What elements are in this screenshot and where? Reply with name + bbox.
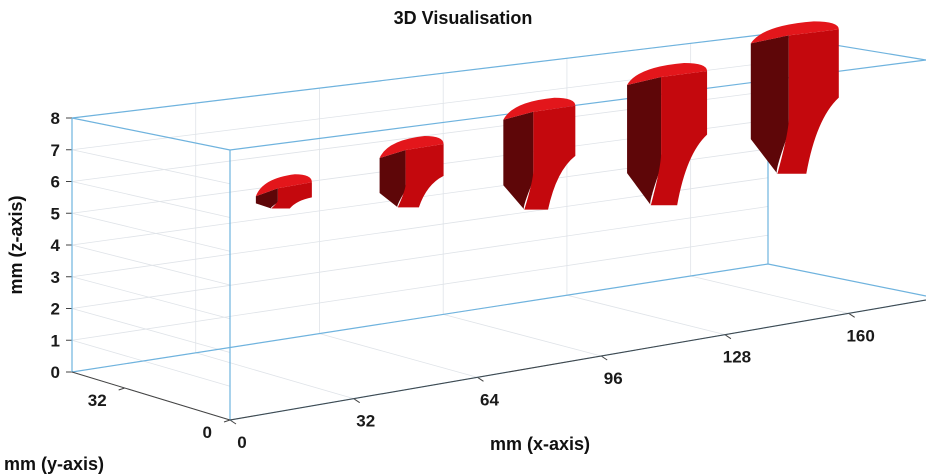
volume-object-front <box>650 70 708 206</box>
z-tick-label: 2 <box>51 300 60 319</box>
volume-object-top <box>379 136 444 158</box>
volume-object-side <box>627 76 662 206</box>
volume-object-side <box>379 150 406 208</box>
axis-layer <box>71 299 926 421</box>
z-tick-label: 3 <box>51 268 60 287</box>
grid-line-z <box>71 308 231 353</box>
x-tick-mark <box>229 419 237 425</box>
grid-line-z <box>71 339 231 387</box>
grid-line-z <box>71 212 231 252</box>
x-tick-mark <box>724 334 732 340</box>
box-back-bottom <box>71 263 926 373</box>
y-tick-mark <box>118 387 125 391</box>
z-tick-label: 6 <box>51 173 60 192</box>
volume-object-top <box>255 174 312 197</box>
x-tick-mark <box>477 376 484 382</box>
grid-line-x-floor <box>319 333 478 378</box>
y-tick-label: 32 <box>88 391 107 410</box>
chart-title: 3D Visualisation <box>393 8 533 28</box>
z-tick-label: 4 <box>51 236 61 255</box>
z-axis-label: mm (z-axis) <box>6 195 26 294</box>
x-tick-label: 64 <box>480 390 499 409</box>
grid-line-z <box>71 149 231 185</box>
volume-object-front <box>777 29 839 174</box>
volume-object-side <box>503 111 534 210</box>
z-tick-label: 8 <box>51 109 60 128</box>
x-tick-label: 0 <box>237 433 246 452</box>
grid-line-x-floor <box>443 314 602 357</box>
grid-line-z-back <box>71 234 769 341</box>
volume-object-top <box>627 62 708 85</box>
grid-line-z <box>71 276 231 320</box>
volume-object[interactable] <box>255 174 312 209</box>
volume-object-front <box>524 105 576 210</box>
volume-object[interactable] <box>750 21 839 174</box>
volume-object-side <box>255 188 278 209</box>
volume-objects <box>255 21 839 210</box>
grid-line-x-floor <box>195 352 354 400</box>
grid-line-z <box>71 181 231 218</box>
x-tick-mark <box>600 355 608 361</box>
z-tick-label: 7 <box>51 141 60 160</box>
y-tick-label: 0 <box>203 423 212 442</box>
x-axis-line <box>229 299 926 421</box>
volume-object-top <box>750 21 839 44</box>
volume-object-top <box>503 97 576 120</box>
x-tick-label: 160 <box>846 326 874 345</box>
x-tick-mark <box>353 398 361 404</box>
y-tick-mark <box>223 419 231 423</box>
grid-line-x-floor <box>566 294 726 336</box>
volume-object-side <box>750 35 789 174</box>
x-axis-label: mm (x-axis) <box>490 434 590 454</box>
x-tick-mark <box>848 312 855 318</box>
volume-object[interactable] <box>627 62 708 206</box>
volume-object-front <box>397 144 444 208</box>
tick-labels: 0 1 2 3 4 5 6 7 8 0 32 64 96 128 160 0 32 <box>51 109 875 452</box>
grid-line-z-back <box>71 206 769 309</box>
x-tick-label: 128 <box>723 348 751 367</box>
z-tick-label: 0 <box>51 363 60 382</box>
z-tick-label: 5 <box>51 204 60 223</box>
y-axis-line <box>71 371 231 421</box>
volume-object-front <box>271 182 312 209</box>
y-axis-label: mm (y-axis) <box>4 454 104 474</box>
x-tick-label: 32 <box>356 412 375 431</box>
grid-line-z <box>71 244 231 286</box>
x-tick-label: 96 <box>604 369 623 388</box>
volume-object[interactable] <box>503 97 576 210</box>
z-tick-label: 1 <box>51 331 60 350</box>
grid-line-x-floor <box>690 275 849 314</box>
volume-object[interactable] <box>379 136 444 208</box>
